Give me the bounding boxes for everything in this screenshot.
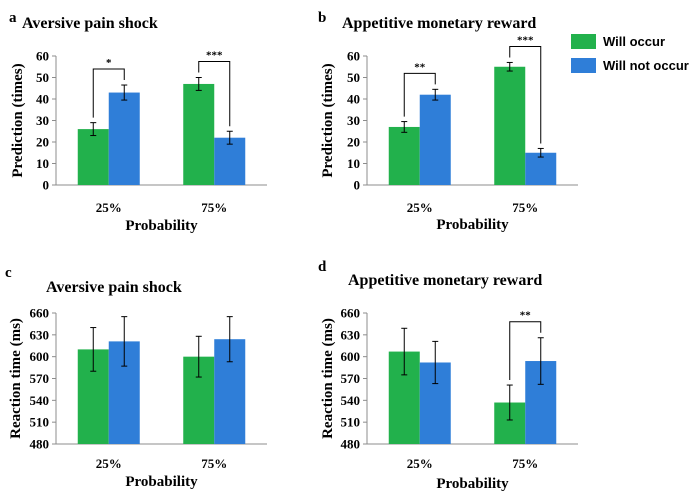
panel-title: Appetitive monetary reward — [348, 272, 542, 289]
y-axis-label: Reaction time (ms) — [8, 318, 24, 439]
y-tick-label: 40 — [347, 92, 360, 107]
significance-bracket — [509, 321, 542, 381]
legend: Will occur Will not occur — [571, 34, 689, 73]
y-tick-label: 20 — [36, 135, 49, 150]
y-tick-label: 60 — [36, 49, 49, 64]
significance-label: * — [106, 57, 112, 69]
bar — [183, 83, 215, 185]
x-tick-label: 25% — [407, 200, 433, 215]
significance-label: *** — [206, 50, 223, 62]
y-tick-label: 0 — [43, 178, 50, 193]
y-tick-label: 10 — [36, 156, 49, 171]
y-tick-label: 540 — [30, 393, 50, 408]
panel-title: Aversive pain shock — [22, 15, 158, 32]
bar — [494, 66, 526, 185]
y-tick-label: 10 — [347, 156, 360, 171]
y-tick-label: 60 — [347, 49, 360, 64]
bar — [419, 94, 451, 185]
panel-letter: d — [318, 259, 327, 275]
x-tick-label: 75% — [201, 200, 227, 215]
y-tick-label: 660 — [341, 306, 361, 321]
y-axis-label: Reaction time (ms) — [320, 318, 336, 439]
y-tick-label: 600 — [341, 349, 361, 364]
legend-label: Will not occur — [603, 58, 689, 73]
x-tick-label: 25% — [407, 456, 433, 471]
x-tick-label: 25% — [96, 456, 122, 471]
y-tick-label: 50 — [36, 70, 49, 85]
significance-bracket — [509, 45, 542, 144]
y-tick-label: 480 — [30, 437, 50, 452]
y-tick-label: 480 — [341, 437, 361, 452]
y-tick-label: 30 — [347, 113, 360, 128]
panel-a: a Aversive pain shock 0 10 20 30 40 50 60 Predict… — [9, 10, 267, 234]
significance-label: ** — [520, 310, 532, 322]
x-axis-label: Probability — [125, 218, 198, 234]
y-tick-label: 570 — [341, 371, 361, 386]
significance-bracket — [403, 72, 436, 117]
y-tick-label: 510 — [30, 415, 50, 430]
y-tick-label: 630 — [341, 327, 361, 342]
bar — [108, 92, 140, 185]
significance-bracket — [92, 68, 125, 118]
legend-swatch — [571, 34, 596, 49]
y-tick-label: 510 — [341, 415, 361, 430]
panel-title: Aversive pain shock — [46, 279, 182, 296]
panel-letter: a — [9, 10, 17, 26]
legend-swatch — [571, 58, 596, 73]
bar — [525, 152, 557, 185]
bar — [214, 137, 246, 185]
y-tick-label: 20 — [347, 135, 360, 150]
panel-d: d Appetitive monetary reward 480 510 540 570 6… — [318, 259, 578, 492]
panel-b: b Appetitive monetary reward 0 10 20 30 40 50 60… — [318, 10, 578, 233]
y-tick-label: 540 — [341, 393, 361, 408]
y-tick-label: 0 — [354, 178, 361, 193]
x-axis-label: Probability — [436, 476, 509, 492]
y-tick-label: 40 — [36, 92, 49, 107]
significance-label: *** — [517, 34, 534, 46]
bar — [388, 126, 420, 185]
y-tick-label: 30 — [36, 113, 49, 128]
y-tick-label: 50 — [347, 70, 360, 85]
panel-letter: b — [318, 10, 326, 26]
y-tick-label: 660 — [30, 306, 50, 321]
y-tick-label: 600 — [30, 349, 50, 364]
y-axis-label: Prediction (times) — [10, 63, 26, 177]
x-tick-label: 75% — [512, 200, 538, 215]
legend-label: Will occur — [603, 34, 665, 49]
x-tick-label: 75% — [512, 456, 538, 471]
bar — [77, 129, 109, 185]
panel-c: c Aversive pain shock 480 510 540 570 600 630 66… — [5, 265, 267, 490]
x-tick-label: 25% — [96, 200, 122, 215]
panel-title: Appetitive monetary reward — [342, 15, 536, 32]
panel-letter: c — [5, 265, 12, 281]
x-tick-label: 75% — [201, 456, 227, 471]
x-axis-label: Probability — [436, 217, 509, 233]
x-axis-label: Probability — [125, 474, 198, 490]
y-tick-label: 630 — [30, 327, 50, 342]
y-tick-label: 570 — [30, 371, 50, 386]
significance-label: ** — [414, 61, 426, 73]
y-axis-label: Prediction (times) — [320, 63, 336, 177]
significance-bracket — [198, 61, 231, 127]
